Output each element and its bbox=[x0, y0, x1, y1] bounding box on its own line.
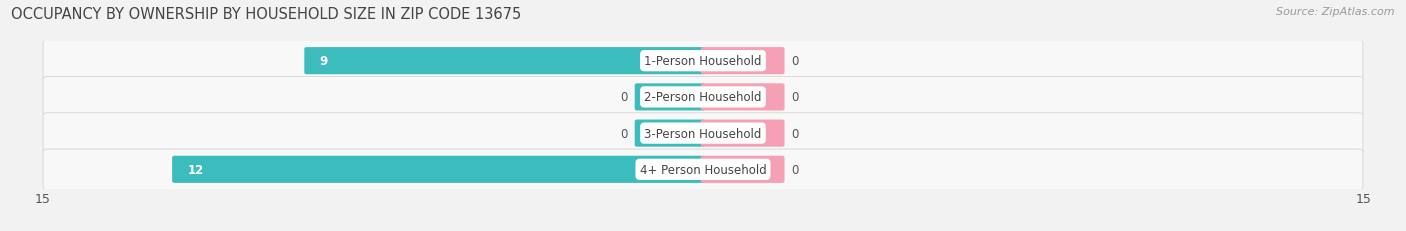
Text: 0: 0 bbox=[792, 127, 799, 140]
FancyBboxPatch shape bbox=[44, 41, 1362, 82]
FancyBboxPatch shape bbox=[172, 156, 706, 183]
FancyBboxPatch shape bbox=[634, 120, 706, 147]
FancyBboxPatch shape bbox=[634, 84, 706, 111]
FancyBboxPatch shape bbox=[44, 77, 1362, 118]
FancyBboxPatch shape bbox=[700, 156, 785, 183]
Text: 3-Person Household: 3-Person Household bbox=[644, 127, 762, 140]
Text: 4+ Person Household: 4+ Person Household bbox=[640, 163, 766, 176]
Text: 0: 0 bbox=[792, 91, 799, 104]
FancyBboxPatch shape bbox=[700, 120, 785, 147]
Text: 0: 0 bbox=[792, 163, 799, 176]
Text: 12: 12 bbox=[187, 163, 204, 176]
FancyBboxPatch shape bbox=[44, 113, 1362, 154]
Text: 0: 0 bbox=[620, 91, 628, 104]
Text: 0: 0 bbox=[792, 55, 799, 68]
FancyBboxPatch shape bbox=[700, 84, 785, 111]
Text: OCCUPANCY BY OWNERSHIP BY HOUSEHOLD SIZE IN ZIP CODE 13675: OCCUPANCY BY OWNERSHIP BY HOUSEHOLD SIZE… bbox=[11, 7, 522, 22]
Text: 1-Person Household: 1-Person Household bbox=[644, 55, 762, 68]
FancyBboxPatch shape bbox=[700, 48, 785, 75]
Text: 0: 0 bbox=[620, 127, 628, 140]
Text: 9: 9 bbox=[319, 55, 328, 68]
FancyBboxPatch shape bbox=[44, 149, 1362, 190]
Text: Source: ZipAtlas.com: Source: ZipAtlas.com bbox=[1277, 7, 1395, 17]
Text: 2-Person Household: 2-Person Household bbox=[644, 91, 762, 104]
FancyBboxPatch shape bbox=[304, 48, 706, 75]
